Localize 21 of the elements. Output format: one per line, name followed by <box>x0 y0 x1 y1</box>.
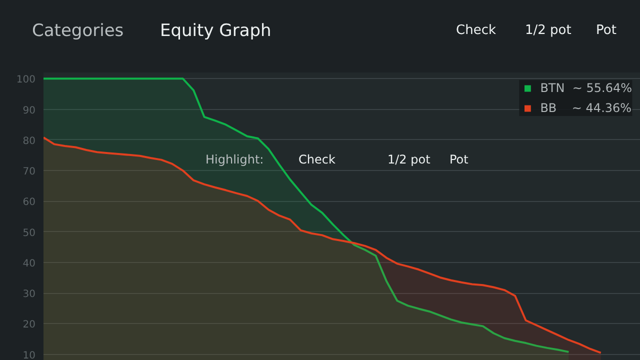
annotation: Check <box>298 152 336 166</box>
text: Equity Graph <box>160 20 272 43</box>
y-tick-label: 60 <box>22 197 36 208</box>
text: Pot <box>596 22 616 40</box>
text: Categories <box>32 20 124 43</box>
y-tick-label: 80 <box>22 136 36 147</box>
y-tick-label: 70 <box>22 166 36 178</box>
annotation: Pot <box>450 152 469 166</box>
y-tick-label: 40 <box>22 258 36 270</box>
y-tick-label: 20 <box>22 320 36 331</box>
y-tick-label: 50 <box>22 228 36 239</box>
text: 1/2 pot <box>525 22 572 40</box>
legend-label: BTN ~ 55.64% <box>540 81 632 95</box>
text: Check <box>456 22 496 40</box>
y-tick-label: 90 <box>22 105 36 116</box>
y-tick-label: 100 <box>16 74 36 86</box>
legend-label: BB ~ 44.36% <box>540 101 632 115</box>
annotation: Highlight: <box>206 152 264 166</box>
y-tick-label: 30 <box>22 289 36 300</box>
y-tick-label: 10 <box>22 350 36 360</box>
annotation: 1/2 pot <box>388 152 431 166</box>
